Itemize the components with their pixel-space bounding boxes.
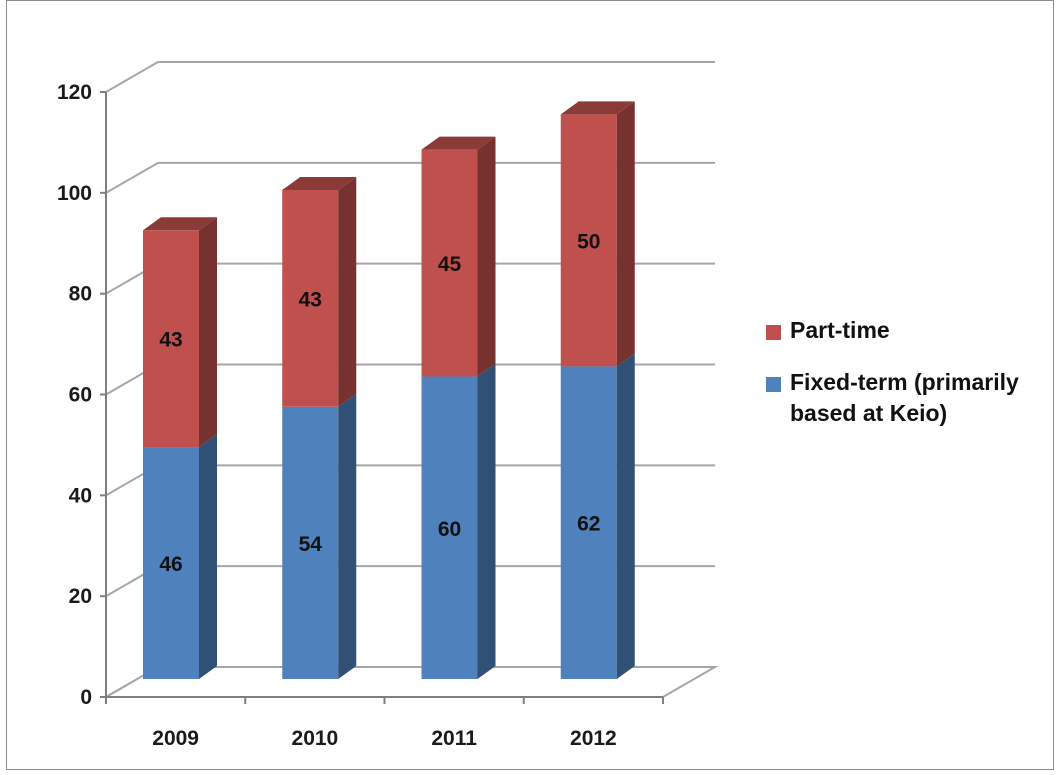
axes xyxy=(100,91,664,704)
bar-front xyxy=(560,366,617,679)
bar-segment xyxy=(143,434,217,679)
data-label: 43 xyxy=(299,288,322,311)
bar-top xyxy=(143,217,217,231)
x-tick-label: 2009 xyxy=(152,727,199,750)
bar-segment xyxy=(282,176,357,407)
bar-side xyxy=(338,176,357,407)
bar-segment xyxy=(421,136,496,377)
bar-front xyxy=(560,114,617,367)
bar-segment xyxy=(143,217,217,448)
bar-top xyxy=(282,176,357,190)
y-tick-label: 100 xyxy=(57,182,92,205)
data-label: 43 xyxy=(159,329,182,352)
bar-front xyxy=(143,447,199,679)
bar-front xyxy=(421,149,478,377)
data-label: 50 xyxy=(577,230,600,253)
legend-item-part-time: Part-time xyxy=(766,315,1056,346)
data-label: 62 xyxy=(577,513,600,536)
bar-side xyxy=(616,353,635,679)
y-tick-label: 20 xyxy=(69,585,92,608)
data-label: 54 xyxy=(299,533,323,556)
data-label: 60 xyxy=(438,518,461,541)
x-tick-label: 2011 xyxy=(431,727,477,750)
legend-item-fixed-term: Fixed-term (primarily based at Keio) xyxy=(766,367,1056,429)
bar-side xyxy=(338,393,357,679)
y-tick-label: 80 xyxy=(69,283,92,306)
y-tick-label: 120 xyxy=(57,81,92,104)
x-tick-label: 2010 xyxy=(292,727,339,750)
bar-front xyxy=(282,406,339,679)
bar-side xyxy=(477,136,496,377)
bar-segment xyxy=(282,393,357,679)
bars xyxy=(143,101,635,679)
x-tick-labels: 2009 2010 2011 2012 xyxy=(152,727,616,750)
y-tick-label: 60 xyxy=(69,384,92,407)
data-labels: 46 43 54 43 60 45 62 50 xyxy=(159,230,600,576)
legend-label-part-time: Part-time xyxy=(790,317,890,343)
y-tick-label: 0 xyxy=(80,686,92,709)
y-tick-labels: 0 20 40 60 80 100 120 xyxy=(57,81,92,709)
x-tick-label: 2012 xyxy=(570,727,617,750)
bar-side xyxy=(477,363,496,679)
bar-segment xyxy=(560,353,635,679)
legend-label-fixed-term: Fixed-term (primarily based at Keio) xyxy=(790,369,1019,426)
bar-top xyxy=(560,101,635,115)
gridline-wall xyxy=(105,61,159,93)
bar-side xyxy=(199,434,217,679)
bar-side xyxy=(616,101,635,367)
bar-front xyxy=(143,230,199,448)
legend-swatch-part-time xyxy=(766,325,781,340)
data-label: 45 xyxy=(438,253,462,276)
bar-top xyxy=(421,136,496,150)
gridline-wall xyxy=(105,161,159,194)
legend-swatch-fixed-term xyxy=(766,377,781,392)
bar-front xyxy=(421,376,478,679)
legend: Part-time Fixed-term (primarily based at… xyxy=(766,315,1056,450)
bar-segment xyxy=(560,101,635,367)
bar-side xyxy=(199,217,217,448)
bar-segment xyxy=(421,363,496,679)
data-label: 46 xyxy=(159,553,182,576)
y-tick-label: 40 xyxy=(69,484,92,507)
bar-front xyxy=(282,189,339,407)
